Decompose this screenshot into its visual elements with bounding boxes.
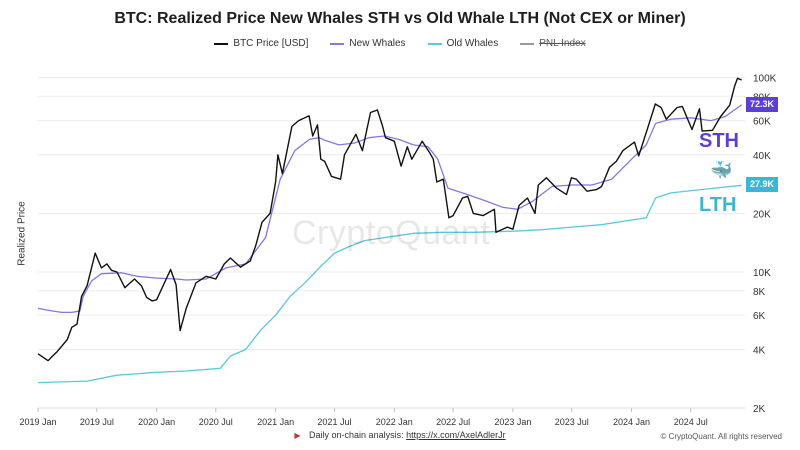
y-tick-label: 6K (753, 311, 766, 322)
legend-item-btc[interactable]: BTC Price [USD] (214, 38, 308, 49)
x-tick-label: 2021 Jan (257, 417, 294, 427)
legend-item-pnl-index[interactable]: PNL Index (520, 38, 586, 49)
x-tick-label: 2024 Jan (613, 417, 650, 427)
legend-swatch-btc (214, 42, 229, 45)
annotation-lth: LTH (699, 194, 737, 216)
y-tick-label: 20K (753, 209, 771, 220)
series-line-new-whales (37, 104, 743, 314)
legend-label-btc: BTC Price [USD] (233, 38, 309, 49)
value-label-new-whales: 72.3K (746, 96, 779, 112)
series-line-btc-price-usd (37, 77, 742, 362)
y-tick-label: 4K (753, 345, 766, 356)
x-tick-label: 2019 Jan (19, 417, 56, 427)
y-tick-label: 10K (753, 268, 771, 279)
x-axis: 2019 Jan 2019 Jul 2020 Jan 2020 Jul 2021 Jan… (19, 407, 745, 427)
y-tick-label: 60K (753, 117, 771, 128)
chart-title: BTC: Realized Price New Whales STH vs Ol… (114, 10, 686, 27)
legend-swatch-pnl-index (520, 42, 535, 45)
value-label-old-whales: 27.9K (746, 177, 779, 193)
series-lines (37, 77, 743, 384)
footer-link[interactable]: https://x.com/AxelAdlerJr (406, 430, 506, 440)
y-tick-label: 40K (753, 151, 771, 162)
footer-note: ▶ Daily on-chain analysis: https://x.com… (0, 430, 800, 440)
whale-icon: 🐳 (710, 160, 733, 180)
x-tick-label: 2021 Jul (317, 417, 351, 427)
annotation-sth: STH (699, 130, 739, 152)
x-tick-label: 2024 Jul (674, 417, 708, 427)
legend-item-old-whales[interactable]: Old Whales (427, 38, 499, 49)
legend-item-new-whales[interactable]: New Whales (330, 38, 406, 49)
flag-icon: ▶ (294, 431, 301, 440)
x-tick-label: 2022 Jan (376, 417, 413, 427)
x-tick-label: 2020 Jan (138, 417, 175, 427)
y-tick-label: 100K (753, 73, 777, 84)
legend-swatch-old-whales (427, 42, 442, 45)
x-tick-label: 2020 Jul (199, 417, 233, 427)
legend: BTC Price [USD] New Whales Old Whales PN… (0, 38, 800, 49)
footer-note-text: Daily on-chain analysis: (309, 430, 407, 440)
x-tick-label: 2022 Jul (436, 417, 470, 427)
series-line-old-whales (37, 184, 742, 384)
y-axis: 2K4K6K8K10K20K40K60K80K100K (753, 73, 777, 415)
y-tick-label: 2K (753, 404, 766, 415)
y-tick-label: 8K (753, 287, 766, 298)
x-tick-label: 2023 Jan (494, 417, 531, 427)
x-tick-label: 2019 Jul (80, 417, 114, 427)
legend-swatch-new-whales (330, 42, 345, 45)
legend-label-pnl-index: PNL Index (539, 38, 586, 49)
y-axis-label: Realized Price (16, 201, 28, 266)
copyright: © CryptoQuant. All rights reserved (660, 432, 783, 441)
watermark: CryptoQuant (292, 214, 491, 252)
x-tick-label: 2023 Jul (555, 417, 589, 427)
legend-label-old-whales: Old Whales (446, 38, 499, 49)
legend-label-new-whales: New Whales (349, 38, 406, 49)
